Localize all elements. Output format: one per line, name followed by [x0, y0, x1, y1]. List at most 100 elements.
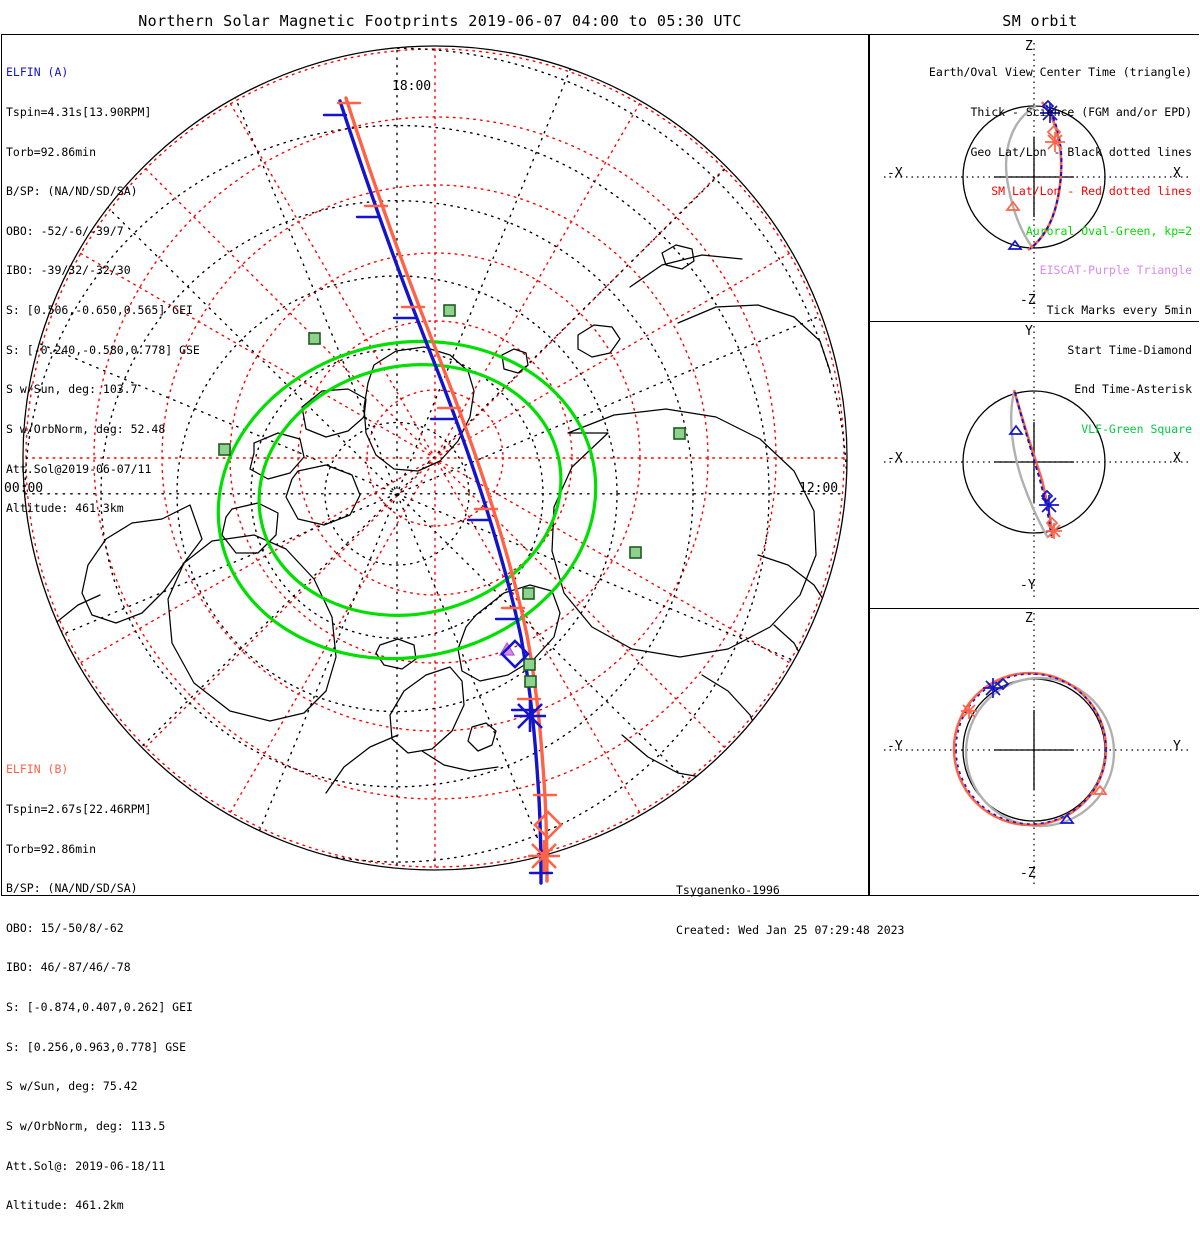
- xy-axis-label-right: X: [1173, 451, 1181, 466]
- elfin-b-ibo: IBO: 46/-87/46/-78: [6, 960, 131, 975]
- legend-item-thick-science: Thick - Science (FGM and/or EPD): [970, 105, 1192, 120]
- elfin-b-label: ELFIN (B): [6, 762, 69, 777]
- elfin-a-info-block: ELFIN (A) Tspin=4.31s[13.90RPM] Torb=92.…: [6, 40, 200, 542]
- elfin-a-s-orbnorm: S w/OrbNorm, deg: 52.48: [6, 421, 166, 436]
- vlf-square: [308, 332, 321, 345]
- elfin-b-s-gei: S: [-0.874,0.407,0.262] GEI: [6, 1000, 193, 1015]
- elfin-a-end-asterisk: [514, 700, 546, 732]
- yz-elfin-a-markers: [983, 677, 1075, 824]
- mlt-label-18: 18:00: [392, 79, 432, 94]
- legend-item-tick-marks: Tick Marks every 5min: [1046, 303, 1192, 318]
- auroral-oval: [216, 339, 598, 661]
- elfin-a-ibo: IBO: -39/32/-32/30: [6, 263, 131, 278]
- xz-orbit-svg: [884, 43, 1188, 315]
- legend-item-end-time: End Time-Asterisk: [1074, 382, 1192, 397]
- xz-elfin-b-markers: [1005, 124, 1065, 211]
- elfin-b-s-sun: S w/Sun, deg: 75.42: [6, 1079, 138, 1094]
- elfin-a-s-gse: S: [-0.240,-0.580,0.778] GSE: [6, 342, 200, 357]
- created-timestamp: Created: Wed Jan 25 07:29:48 2023: [676, 923, 905, 938]
- yz-axis-label-top: Z: [1025, 611, 1033, 626]
- mlt-label-12: 12:00: [799, 481, 839, 496]
- geo-grid-lines: [23, 46, 847, 870]
- yz-elfin-b-orbit: [952, 671, 1108, 827]
- vlf-square: [443, 304, 456, 317]
- elfin-b-bsp: B/SP: (NA/ND/SD/SA): [6, 881, 138, 896]
- elfin-a-label: ELFIN (A): [6, 65, 69, 80]
- xy-orbit-panel: Y -Y -X X: [869, 321, 1199, 608]
- elfin-b-obo: OBO: 15/-50/8/-62: [6, 920, 124, 935]
- yz-elfin-b-markers: [961, 703, 1108, 795]
- vlf-square: [673, 427, 686, 440]
- vlf-square: [629, 546, 642, 559]
- xy-elfin-a-markers: [1008, 424, 1059, 515]
- elfin-b-info-block: ELFIN (B) Tspin=2.67s[22.46RPM] Torb=92.…: [6, 737, 193, 1239]
- vlf-stations: [218, 304, 686, 688]
- elfin-a-s-sun: S w/Sun, deg: 103.7: [6, 382, 138, 397]
- xz-axis-label-top: Z: [1025, 39, 1033, 54]
- legend-item-sm-grid: SM Lat/Lon - Red dotted lines: [991, 184, 1192, 199]
- tick-marks: [322, 101, 558, 875]
- elfin-b-start-diamond: [533, 810, 563, 840]
- vlf-square: [523, 658, 536, 671]
- xy-elfin-a-orbit: [1014, 391, 1052, 537]
- xy-elfin-b-markers: [1045, 516, 1062, 539]
- footer-block: Tsyganenko-1996 Created: Wed Jan 25 07:2…: [676, 858, 904, 964]
- xz-elfin-a-orbit: [1029, 104, 1063, 250]
- legend-item-vlf: VLF-Green Square: [1081, 421, 1192, 436]
- track-markers: [500, 639, 563, 872]
- page-title: Northern Solar Magnetic Footprints 2019-…: [138, 12, 742, 30]
- xz-axis-label-right: X: [1173, 166, 1181, 181]
- elfin-b-tspin: Tspin=2.67s[22.46RPM]: [6, 802, 152, 817]
- xz-axis-label-left: -X: [887, 166, 903, 181]
- xy-axis-label-top: Y: [1025, 324, 1033, 339]
- map-disk-outline: [22, 45, 848, 871]
- elfin-a-track: [338, 99, 543, 885]
- xy-axis-label-left: -X: [887, 451, 903, 466]
- legend-item-geo-grid: Geo Lat/Lon - Black dotted lines: [970, 144, 1192, 159]
- legend-item-auroral-oval: Auroral Oval-Green, kp=2: [1025, 223, 1192, 238]
- figure-root: Northern Solar Magnetic Footprints 2019-…: [1, 12, 1199, 1212]
- xz-elfin-a-markers: [1007, 99, 1060, 250]
- xy-axis-label-bottom: -Y: [1020, 578, 1036, 593]
- xz-axes-dotted: [884, 43, 1188, 315]
- vlf-square: [218, 443, 231, 456]
- elfin-a-attsol: Att.Sol@2019-06-07/11: [6, 461, 152, 476]
- elfin-b-s-orbnorm: S w/OrbNorm, deg: 113.5: [6, 1118, 166, 1133]
- elfin-b-track: [344, 96, 549, 883]
- yz-orbit-svg: [884, 613, 1188, 887]
- xy-ghost-orbit: [1009, 391, 1050, 539]
- vlf-square: [522, 587, 535, 600]
- sm-orbit-column: Z -Z -X X: [869, 34, 1199, 896]
- map-legend: Earth/Oval View Center Time (triangle) T…: [929, 40, 1192, 463]
- yz-elfin-a-orbit: [955, 673, 1107, 825]
- footprint-map-panel: 18:00 00:00 12:00 06:00: [1, 34, 869, 896]
- elfin-a-tspin: Tspin=4.31s[13.90RPM]: [6, 105, 152, 120]
- orbit-panel-title: SM orbit: [1002, 12, 1078, 30]
- yz-axis-label-bottom: -Z: [1020, 866, 1036, 881]
- model-name: Tsyganenko-1996: [676, 883, 780, 898]
- elfin-b-altitude: Altitude: 461.2km: [6, 1198, 124, 1213]
- xy-orbit-svg: [884, 326, 1188, 600]
- vlf-square: [524, 675, 537, 688]
- elfin-a-start-diamond: [500, 639, 530, 669]
- yz-orbit-panel: Z -Z -Y Y: [869, 608, 1199, 896]
- elfin-b-end-asterisk: [528, 840, 560, 872]
- xz-orbit-panel: Z -Z -X X: [869, 34, 1199, 321]
- xy-axes-dotted: [884, 326, 1188, 600]
- yz-ghost-orbit: [964, 676, 1116, 828]
- elfin-b-attsol: Att.Sol@: 2019-06-18/11: [6, 1158, 166, 1173]
- elfin-a-obo: OBO: -52/-6/-39/7: [6, 223, 124, 238]
- elfin-a-torb: Torb=92.86min: [6, 144, 97, 159]
- elfin-b-torb: Torb=92.86min: [6, 841, 97, 856]
- yz-axes-dotted: [884, 613, 1188, 887]
- elfin-a-s-gei: S: [0.506,-0.650,0.565] GEI: [6, 303, 193, 318]
- elfin-a-bsp: B/SP: (NA/ND/SD/SA): [6, 184, 138, 199]
- footprint-map-svg: [22, 45, 848, 885]
- legend-item-view-center: Earth/Oval View Center Time (triangle): [928, 65, 1192, 80]
- auroral-oval-outer: [216, 339, 598, 661]
- legend-item-eiscat: EISCAT-Purple Triangle: [1039, 263, 1192, 278]
- elfin-b-s-gse: S: [0.256,0.963,0.778] GSE: [6, 1039, 187, 1054]
- mlt-label-00: 00:00: [4, 481, 44, 496]
- auroral-oval-inner: [257, 363, 563, 617]
- xz-ghost-orbit: [1004, 104, 1037, 248]
